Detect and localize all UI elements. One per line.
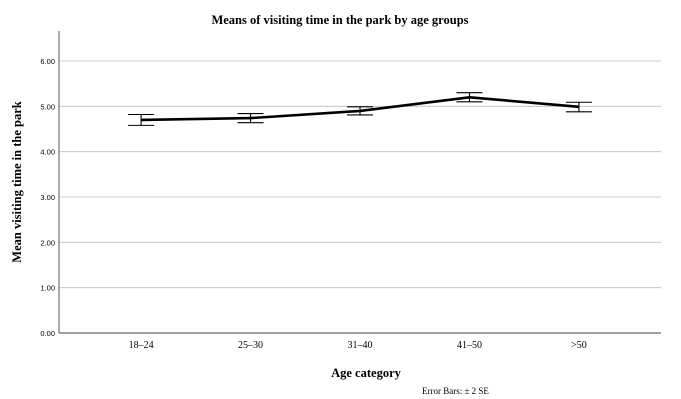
error-bars bbox=[128, 92, 592, 126]
y-axis-label: Mean visiting time in the park bbox=[10, 101, 24, 263]
y-tick-label: 2.00 bbox=[40, 238, 55, 247]
x-axis-label: Age category bbox=[331, 366, 402, 380]
y-tick-label: 3.00 bbox=[40, 193, 55, 202]
y-tick-label: 1.00 bbox=[40, 284, 55, 293]
x-tick-label: 25–30 bbox=[238, 340, 263, 351]
chart-title: Means of visiting time in the park by ag… bbox=[211, 13, 468, 27]
series-line bbox=[141, 96, 580, 122]
y-tick-label: 6.00 bbox=[40, 57, 55, 66]
x-tick-label: 41–50 bbox=[457, 340, 482, 351]
y-tick-label: 5.00 bbox=[40, 102, 55, 111]
y-tick-labels: 0.00 1.00 2.00 3.00 4.00 5.00 6.00 bbox=[40, 57, 55, 338]
y-tick-label: 4.00 bbox=[40, 148, 55, 157]
x-tick-label: >50 bbox=[571, 340, 587, 351]
error-bar-note: Error Bars: ± 2 SE bbox=[422, 386, 489, 396]
x-tick-label: 31–40 bbox=[348, 340, 373, 351]
y-tick-label: 0.00 bbox=[40, 329, 55, 338]
gridlines bbox=[59, 60, 661, 289]
x-tick-labels: 18–24 25–30 31–40 41–50 >50 bbox=[129, 340, 587, 351]
x-tick-label: 18–24 bbox=[129, 340, 154, 351]
